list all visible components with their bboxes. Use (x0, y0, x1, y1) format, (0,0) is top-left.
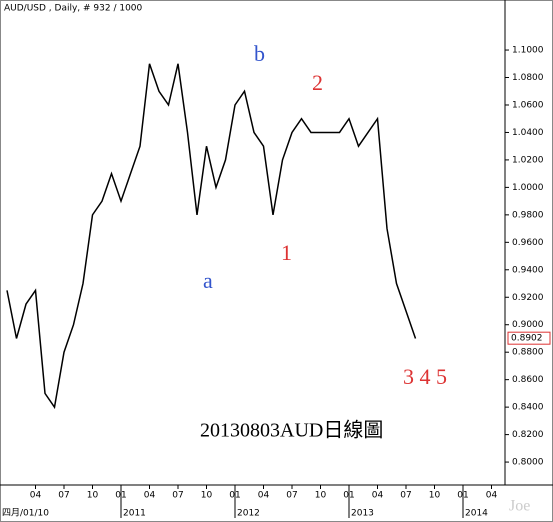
annotation: 1 (281, 240, 292, 265)
x-tick-label: 10 (315, 491, 327, 501)
x-tick-label: 10 (201, 491, 213, 501)
price-line (6, 63, 417, 410)
subtitle: 20130803AUD日線圖 (200, 419, 383, 442)
y-tick-label: 1.1000 (512, 46, 544, 56)
watermark: Joe (509, 498, 530, 515)
annotation: a (203, 268, 213, 293)
year-label: 2011 (123, 509, 146, 519)
y-tick-label: 1.0400 (512, 128, 544, 138)
y-tick-label: 1.0800 (512, 73, 544, 83)
x-tick-label: 07 (286, 491, 297, 501)
annotation: 3 4 5 (403, 364, 447, 389)
y-tick-label: 0.8000 (512, 458, 544, 468)
x-tick-label: 10 (429, 491, 441, 501)
x-tick-label: 04 (144, 491, 156, 501)
last-price-box (507, 331, 551, 345)
year-label: 2012 (237, 509, 260, 519)
x-tick-label: 04 (372, 491, 384, 501)
y-tick-label: 1.0000 (512, 183, 544, 193)
last-price-label: 0.8902 (511, 334, 543, 344)
x-tick-label: 07 (400, 491, 411, 501)
y-tick-label: 0.8400 (512, 403, 544, 413)
y-tick-label: 0.8800 (512, 348, 544, 358)
y-tick-label: 0.9000 (512, 320, 544, 330)
y-tick-label: 1.0200 (512, 155, 544, 165)
chart-title: AUD/USD , Daily, # 932 / 1000 (4, 4, 143, 14)
x-tick-label: 04 (30, 491, 42, 501)
annotation: 2 (312, 70, 323, 95)
x-tick-label: 07 (58, 491, 69, 501)
y-tick-label: 1.0600 (512, 100, 544, 110)
x-tick-label: 07 (172, 491, 183, 501)
y-tick-label: 0.9400 (512, 265, 544, 275)
y-tick-label: 0.8200 (512, 430, 544, 440)
year-label: 2014 (465, 509, 488, 519)
start-label: 四月/01/10 (2, 508, 49, 519)
year-label: 2013 (351, 509, 374, 519)
y-tick-label: 0.9800 (512, 210, 544, 220)
x-tick-label: 04 (486, 491, 498, 501)
x-tick-label: 04 (258, 491, 270, 501)
x-tick-label: 10 (87, 491, 99, 501)
y-tick-label: 0.9200 (512, 293, 544, 303)
annotation: b (254, 41, 265, 66)
y-tick-label: 0.9600 (512, 238, 544, 248)
y-tick-label: 0.8600 (512, 375, 544, 385)
